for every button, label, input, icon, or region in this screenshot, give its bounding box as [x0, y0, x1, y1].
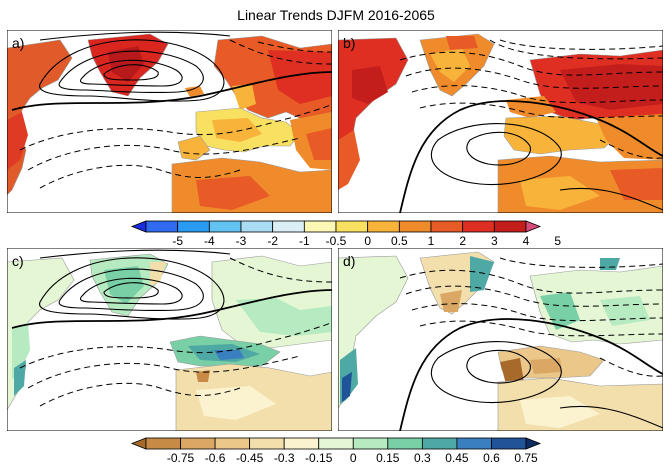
precipitation-colorbar-swatch	[249, 437, 285, 450]
figure-title: Linear Trends DJFM 2016-2065	[237, 7, 435, 23]
panel-d	[338, 248, 663, 431]
temperature-colorbar-swatch	[240, 220, 274, 233]
precipitation-colorbar-swatch	[283, 437, 320, 450]
precipitation-colorbar-tick-label: 0	[350, 451, 357, 465]
temperature-colorbar-swatch	[335, 220, 369, 233]
temperature-colorbar-tick-label: 1	[428, 234, 435, 248]
precipitation-colorbar-tick-label: -0.45	[236, 451, 264, 465]
temperature-colorbar-tick-label: -3	[236, 234, 247, 248]
panel-c-label: c)	[12, 253, 24, 269]
precipitation-colorbar-swatch	[456, 437, 492, 450]
temperature-colorbar-swatch	[430, 220, 464, 233]
temperature-colorbar-tick-label: 2	[459, 234, 466, 248]
temperature-colorbar-swatch	[272, 220, 305, 233]
precipitation-colorbar: -0.75 -0.6 -0.45 -0.3 -0.15 0 0.15 0.3 0.45 0.6 0.…	[130, 437, 542, 465]
precipitation-colorbar-swatch	[352, 437, 389, 450]
panel-d-label: d)	[343, 253, 355, 269]
temperature-colorbar-tick-label: 4	[523, 234, 530, 248]
temperature-colorbar-swatch	[493, 220, 527, 233]
temperature-colorbar-swatch	[177, 220, 210, 233]
precipitation-colorbar-swatch	[145, 437, 181, 450]
temperature-colorbar-tick-label: 0.5	[391, 234, 408, 248]
precipitation-colorbar-tick-label: -0.6	[205, 451, 226, 465]
precipitation-colorbar-swatch	[180, 437, 216, 450]
panel-b	[338, 30, 663, 213]
temperature-colorbar-tick-label: -5	[172, 234, 183, 248]
temperature-colorbar-tick-label: -4	[204, 234, 215, 248]
temperature-colorbar-swatch	[303, 220, 337, 233]
panel-a	[7, 30, 332, 213]
temperature-colorbar: -5 -4 -3 -2 -1 -0.5 0 0.5 1 2 3 4 5	[130, 220, 561, 248]
precipitation-colorbar-tick-label: -0.15	[305, 451, 333, 465]
temperature-colorbar-swatch	[462, 220, 495, 233]
precipitation-colorbar-swatch	[214, 437, 251, 450]
precipitation-colorbar-swatch	[491, 437, 527, 450]
precipitation-colorbar-low-extension	[130, 437, 147, 450]
temperature-colorbar-tick-label: 0	[364, 234, 371, 248]
temperature-colorbar-tick-label: 5	[554, 234, 561, 248]
precipitation-colorbar-tick-label: 0.15	[376, 451, 400, 465]
panel-b-label: b)	[343, 35, 355, 51]
precipitation-colorbar-tick-label: 0.3	[414, 451, 431, 465]
temperature-colorbar-tick-label: -2	[267, 234, 278, 248]
precipitation-colorbar-tick-label: -0.3	[274, 451, 295, 465]
precipitation-colorbar-swatch	[387, 437, 423, 450]
precipitation-colorbar-swatch	[421, 437, 458, 450]
precipitation-colorbar-tick-label: 0.45	[445, 451, 469, 465]
precipitation-colorbar-high-extension	[525, 437, 542, 450]
temperature-colorbar-tick-label: -0.5	[326, 234, 347, 248]
temperature-colorbar-swatch	[367, 220, 400, 233]
precipitation-colorbar-tick-label: -0.75	[167, 451, 195, 465]
precipitation-colorbar-swatch	[318, 437, 354, 450]
temperature-colorbar-high-extension	[525, 220, 542, 233]
temperature-colorbar-tick-label: 3	[491, 234, 498, 248]
precipitation-colorbar-tick-label: 0.75	[514, 451, 538, 465]
temperature-colorbar-swatch	[145, 220, 179, 233]
temperature-colorbar-low-extension	[130, 220, 147, 233]
temperature-colorbar-swatch	[398, 220, 432, 233]
panel-c	[7, 248, 332, 431]
temperature-colorbar-tick-label: -1	[299, 234, 310, 248]
temperature-colorbar-swatch	[208, 220, 242, 233]
panel-a-label: a)	[12, 35, 24, 51]
precipitation-colorbar-tick-label: 0.6	[483, 451, 500, 465]
